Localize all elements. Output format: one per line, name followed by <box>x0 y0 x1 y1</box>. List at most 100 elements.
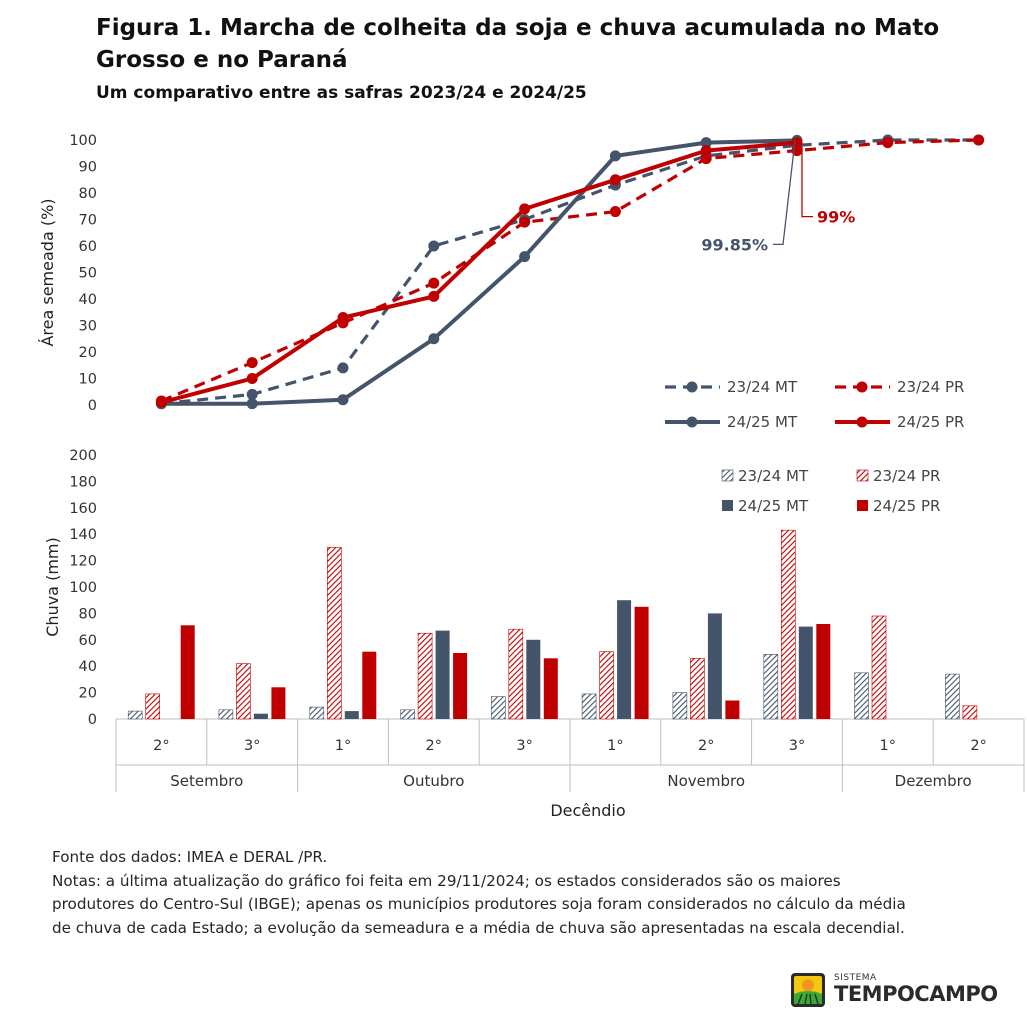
bar <box>218 709 234 720</box>
x-tick-label: 2° <box>698 738 714 754</box>
y-tick-label: 50 <box>79 266 97 282</box>
data-point <box>609 174 621 186</box>
legend-swatch <box>856 469 869 482</box>
bar <box>780 529 796 720</box>
annotation-leader <box>773 140 796 246</box>
planting-line-chart: 0 10 20 30 40 50 60 70 80 90 100 Área semeada (%) 99… <box>38 133 985 431</box>
x-tick-label: 1° <box>335 738 351 754</box>
rain-bar-chart: 0 20 40 60 80 100 120 140 160 180 200 Chuva (mm) 2° 3… <box>43 448 1025 820</box>
bar <box>543 658 558 719</box>
bar <box>344 711 359 719</box>
y-tick-label: 40 <box>79 292 97 308</box>
data-point <box>428 333 440 345</box>
bar <box>326 547 342 720</box>
y-tick-label: 10 <box>79 372 97 388</box>
y-tick-label: 80 <box>79 186 97 202</box>
x-tick-label: 1° <box>880 738 896 754</box>
legend-marker <box>686 416 698 428</box>
legend-label: 24/25 PR <box>873 497 940 515</box>
legend-label: 24/25 PR <box>897 413 964 431</box>
data-point <box>428 240 440 252</box>
bar <box>309 706 325 720</box>
legend-swatch <box>722 500 733 511</box>
x-tick-label: 2° <box>153 738 169 754</box>
y-tick-label: 90 <box>79 160 97 176</box>
bar <box>400 709 415 720</box>
data-point <box>337 362 349 374</box>
series-line <box>161 138 798 406</box>
x-axis-label: Decêndio <box>550 801 625 820</box>
bar <box>634 606 649 719</box>
legend-label: 23/24 MT <box>738 467 809 485</box>
series-line <box>160 140 798 405</box>
note-line: produtores do Centro-Sul (IBGE); apenas … <box>52 895 906 913</box>
y-tick-label: 100 <box>69 580 97 596</box>
bar <box>271 687 286 719</box>
logo-main-text: TEMPOCAMPO <box>834 982 998 1006</box>
bar <box>617 600 632 719</box>
legend-marker <box>856 381 868 393</box>
legend-marker <box>856 416 868 428</box>
data-point <box>700 153 712 165</box>
x-tick-label: 2° <box>970 738 986 754</box>
month-label: Novembro <box>667 772 745 790</box>
month-label: Dezembro <box>895 772 972 790</box>
bar <box>707 613 722 719</box>
note-line: de chuva de cada Estado; a evolução da s… <box>52 918 905 937</box>
y-tick-label: 0 <box>88 712 97 728</box>
y-tick-label: 20 <box>79 345 97 361</box>
bar <box>417 632 433 720</box>
figure-title: Figura 1. Marcha de colheita da soja e c… <box>96 15 940 73</box>
y-tick-label: 140 <box>69 527 97 543</box>
y-tick-label: 30 <box>79 319 97 335</box>
bar <box>145 693 160 720</box>
bar <box>690 657 705 720</box>
bar <box>945 673 960 720</box>
bar <box>180 625 195 719</box>
bar <box>253 713 268 719</box>
notes-block: Fonte dos dados: IMEA e DERAL /PR. Notas… <box>52 846 1012 940</box>
bar <box>672 692 688 720</box>
bar <box>435 630 450 719</box>
legend-marker <box>686 381 698 393</box>
y-tick-label: 120 <box>69 554 97 570</box>
legend-swatch <box>857 500 868 511</box>
y-tick-label: 60 <box>79 633 97 649</box>
bar <box>453 653 468 719</box>
bar <box>236 663 251 720</box>
data-point <box>609 150 621 162</box>
data-point <box>519 216 531 228</box>
data-point <box>337 312 349 324</box>
annotation-leader <box>801 146 813 218</box>
bar <box>127 710 143 720</box>
logo-small-text: SISTEMA <box>834 973 877 983</box>
tempocampo-logo-icon <box>791 973 825 1007</box>
legend-swatch <box>721 469 734 482</box>
legend-label: 23/24 PR <box>873 467 940 485</box>
data-point <box>519 251 531 263</box>
data-point <box>246 373 258 384</box>
annotation-label: 99% <box>817 208 855 227</box>
bar <box>599 651 614 720</box>
bar <box>581 693 597 720</box>
bar <box>871 615 887 720</box>
bar <box>490 696 506 720</box>
bar <box>526 639 541 719</box>
bar <box>816 624 831 719</box>
figure-subtitle: Um comparativo entre as safras 2023/24 e… <box>96 83 587 103</box>
y-axis-label: Chuva (mm) <box>43 537 62 636</box>
annotation-label: 99.85% <box>701 235 768 254</box>
y-tick-label: 200 <box>69 448 97 464</box>
data-point <box>428 290 440 302</box>
bar <box>725 700 740 719</box>
bar <box>362 651 377 719</box>
y-tick-label: 60 <box>79 239 97 255</box>
legend-label: 23/24 MT <box>727 378 798 396</box>
y-tick-label: 180 <box>69 474 97 490</box>
y-tick-label: 40 <box>79 659 97 675</box>
data-point <box>519 203 531 215</box>
data-point <box>700 137 712 149</box>
bar <box>763 653 779 720</box>
y-tick-label: 0 <box>88 398 97 414</box>
source-note: Fonte dos dados: IMEA e DERAL /PR. <box>52 848 328 866</box>
